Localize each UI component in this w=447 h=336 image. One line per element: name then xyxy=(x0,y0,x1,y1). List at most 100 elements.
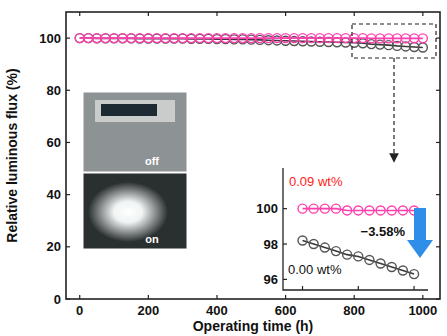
x-tick-label: 0 xyxy=(76,303,83,318)
series-marker xyxy=(144,34,153,43)
plot-data xyxy=(75,34,427,52)
decline-arrow: −3.58% xyxy=(361,208,433,258)
chart-1: 96 98 100 0.09 wt% 0.00 wt% xyxy=(256,168,428,290)
y-tick-label: 0 xyxy=(54,292,61,307)
series-marker xyxy=(320,243,329,252)
series-marker xyxy=(195,34,204,43)
series-marker xyxy=(387,263,396,272)
series-marker xyxy=(354,252,363,261)
series-marker xyxy=(367,34,376,43)
y-tick-label: 98 xyxy=(264,237,278,252)
figure: 02040608010002004006008001000Operating t… xyxy=(0,0,447,336)
series-marker xyxy=(247,34,256,43)
y-tick-label: 80 xyxy=(47,83,61,98)
x-tick-label: 1000 xyxy=(408,303,437,318)
series-marker xyxy=(331,247,340,256)
y-tick-label: 100 xyxy=(256,201,278,216)
x-axis-title: Operating time (h) xyxy=(193,318,314,334)
series-marker xyxy=(354,206,363,215)
series-marker xyxy=(273,34,282,43)
chart-0: 02040608010002004006008001000Operating t… xyxy=(4,12,440,334)
series-marker xyxy=(230,34,239,43)
annotation-off: off xyxy=(145,155,159,167)
x-tick-label: 800 xyxy=(343,303,365,318)
series-marker xyxy=(309,240,318,249)
series-marker xyxy=(92,34,101,43)
series-marker xyxy=(221,34,230,43)
series-marker xyxy=(418,34,427,43)
series-marker xyxy=(152,34,161,43)
series-marker xyxy=(315,34,324,43)
x-tick-label: 400 xyxy=(206,303,228,318)
series-marker xyxy=(343,206,352,215)
y-tick-label: 60 xyxy=(47,135,61,150)
series-line xyxy=(80,37,423,39)
photos: off on xyxy=(83,92,187,249)
instrument-display xyxy=(101,104,157,116)
series-marker xyxy=(170,34,179,43)
series-marker xyxy=(309,204,318,213)
series-marker xyxy=(365,206,374,215)
series-marker xyxy=(298,204,307,213)
series-marker xyxy=(410,42,419,51)
annotation-on: on xyxy=(145,233,159,245)
series-marker xyxy=(365,255,374,264)
y-tick-label: 20 xyxy=(47,239,61,254)
y-tick-label: 40 xyxy=(47,187,61,202)
y-tick-label: 100 xyxy=(39,31,61,46)
photo-off xyxy=(83,92,187,172)
instrument-panel xyxy=(95,100,175,122)
series-marker xyxy=(320,204,329,213)
series-marker xyxy=(350,34,359,43)
series-marker xyxy=(255,34,264,43)
series-marker xyxy=(398,266,407,275)
series-marker xyxy=(358,39,367,48)
annotation-change: −3.58% xyxy=(361,224,406,239)
blue-arrow xyxy=(407,208,433,258)
series-marker xyxy=(375,34,384,43)
series-marker xyxy=(101,34,110,43)
series-marker xyxy=(384,34,393,43)
series-marker xyxy=(343,250,352,259)
series-marker xyxy=(341,34,350,43)
series-marker xyxy=(264,34,273,43)
photo-on xyxy=(83,173,187,249)
series-marker xyxy=(418,43,427,52)
series-marker xyxy=(298,34,307,43)
series-marker xyxy=(118,34,127,43)
series-marker xyxy=(127,34,136,43)
series-marker xyxy=(75,34,84,43)
series-marker xyxy=(398,206,407,215)
series-marker xyxy=(324,34,333,43)
series-marker xyxy=(410,34,419,43)
zoom-arrow xyxy=(393,58,394,158)
series-marker xyxy=(135,34,144,43)
y-axis-title: Relative luminous flux (%) xyxy=(4,68,20,242)
series-marker xyxy=(393,34,402,43)
series-marker xyxy=(264,36,273,45)
series-marker xyxy=(298,236,307,245)
series-label: 0.00 wt% xyxy=(288,262,342,277)
series-marker xyxy=(376,259,385,268)
series-marker xyxy=(187,34,196,43)
series-marker xyxy=(281,34,290,43)
series-marker xyxy=(84,34,93,43)
series-marker xyxy=(212,34,221,43)
series-marker xyxy=(110,34,119,43)
series-label: 0.09 wt% xyxy=(289,174,343,189)
series-marker xyxy=(161,34,170,43)
series-marker xyxy=(290,34,299,43)
zoom-box xyxy=(352,24,436,58)
x-tick-label: 600 xyxy=(275,303,297,318)
series-marker xyxy=(333,34,342,43)
plot-frame xyxy=(66,12,440,299)
series-marker xyxy=(238,34,247,43)
series-marker xyxy=(331,204,340,213)
series-marker xyxy=(376,206,385,215)
y-tick-label: 96 xyxy=(264,272,278,287)
series-line xyxy=(303,209,415,211)
series-marker xyxy=(401,34,410,43)
axis-lines xyxy=(283,168,428,290)
series-marker xyxy=(410,270,419,279)
x-tick-label: 200 xyxy=(137,303,159,318)
